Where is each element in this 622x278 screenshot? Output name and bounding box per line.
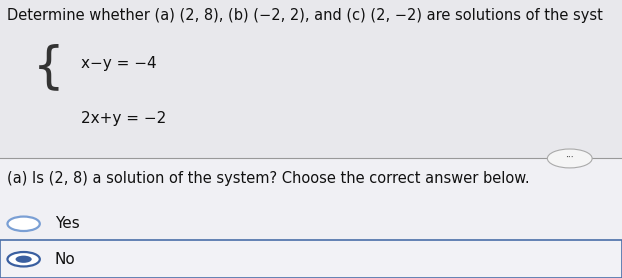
Circle shape <box>7 217 40 231</box>
Text: Yes: Yes <box>55 216 80 231</box>
Text: {: { <box>32 43 64 91</box>
Circle shape <box>16 256 32 263</box>
FancyBboxPatch shape <box>0 240 622 278</box>
Text: (a) Is (2, 8) a solution of the system? Choose the correct answer below.: (a) Is (2, 8) a solution of the system? … <box>7 171 530 186</box>
Text: Determine whether (a) (2, 8), (b) (−2, 2), and (c) (2, −2) are solutions of the : Determine whether (a) (2, 8), (b) (−2, 2… <box>7 8 603 23</box>
Circle shape <box>7 252 40 266</box>
Text: 2x+y = −2: 2x+y = −2 <box>81 111 166 126</box>
Text: No: No <box>55 252 75 267</box>
FancyBboxPatch shape <box>0 0 622 158</box>
Text: ⋅⋅⋅: ⋅⋅⋅ <box>565 153 574 162</box>
Text: x−y = −4: x−y = −4 <box>81 56 157 71</box>
Ellipse shape <box>547 149 592 168</box>
